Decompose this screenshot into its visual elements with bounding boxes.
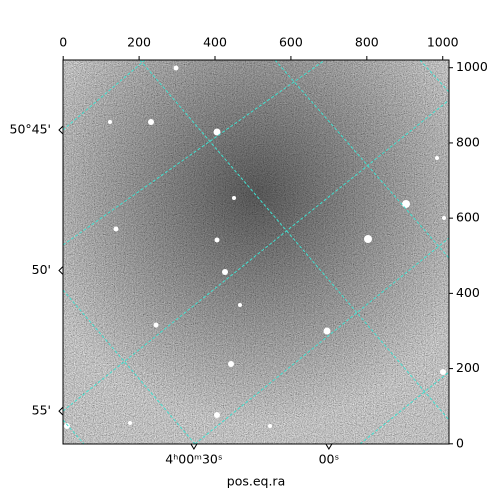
dec-tick-label: 50°45' [10,121,52,136]
x-axis-label: pos.eq.ra [227,474,285,489]
ra-tick-label: 00ˢ [319,452,340,467]
y-tick-label: 600 [456,210,480,225]
dec-tick [58,406,64,416]
x-tick-label: 0 [59,35,67,50]
ra-tick-label: 4ʰ00ᵐ30ˢ [165,452,222,467]
y-tick-label: 800 [456,134,480,149]
x-tick-label: 800 [355,35,379,50]
x-tick-label: 200 [127,35,151,50]
ra-tick [190,443,198,450]
y-tick-label: 1000 [456,59,488,74]
x-tick-label: 1000 [427,35,459,50]
sky-image [63,60,449,444]
dec-tick-label: 55' [32,403,51,418]
dec-tick [58,125,64,135]
plot-frame [62,59,450,445]
dec-tick-label: 50' [32,262,51,277]
y-tick-label: 0 [456,435,464,450]
x-tick-label: 400 [203,35,227,50]
x-tick-label: 600 [279,35,303,50]
ra-tick [325,443,333,450]
y-tick-label: 200 [456,360,480,375]
dec-tick [58,266,64,275]
y-tick-label: 400 [456,285,480,300]
